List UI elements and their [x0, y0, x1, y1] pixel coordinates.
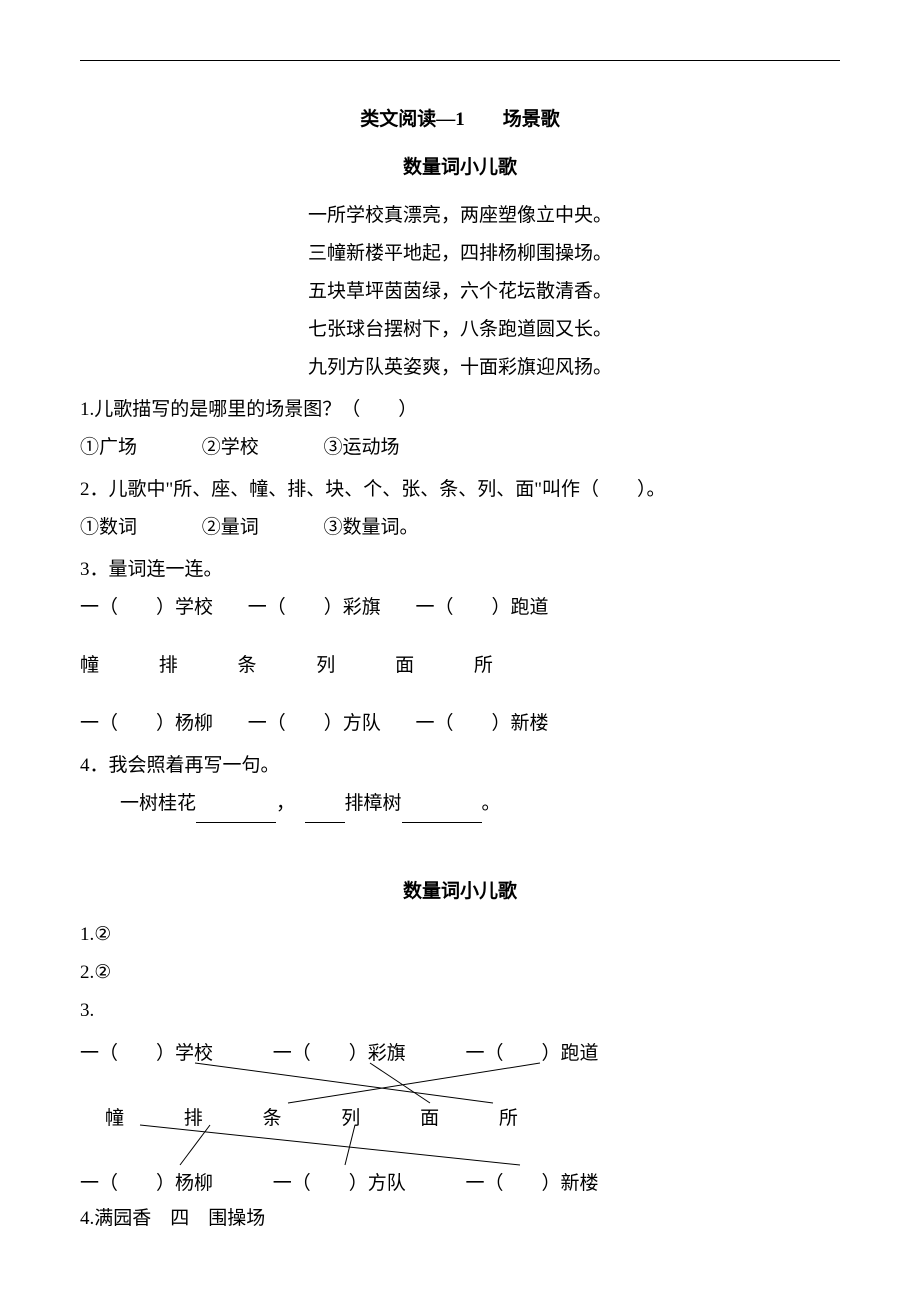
measure-word: 排 — [184, 1100, 203, 1138]
measure-word: 条 — [238, 655, 257, 676]
question-4: 4．我会照着再写一句。 — [80, 747, 840, 785]
fill-item: 一（ ）学校 — [80, 597, 213, 618]
poem-line: 九列方队英姿爽，十面彩旗迎风扬。 — [80, 349, 840, 387]
question-3-row1: 一（ ）学校 一（ ）彩旗 一（ ）跑道 — [80, 589, 840, 627]
measure-word: 条 — [263, 1100, 282, 1138]
answer-2: 2.② — [80, 954, 840, 992]
blank — [196, 800, 276, 823]
option: ①数词 — [80, 517, 137, 538]
measure-word: 面 — [395, 655, 414, 676]
poem-line: 五块草坪茵茵绿，六个花坛散清香。 — [80, 273, 840, 311]
option: ②量词 — [202, 517, 259, 538]
measure-word: 面 — [420, 1100, 439, 1138]
measure-word: 幢 — [80, 655, 99, 676]
match-item: 一（ ）跑道 — [466, 1035, 599, 1073]
measure-word: 列 — [341, 1100, 360, 1138]
answer-1: 1.② — [80, 916, 840, 954]
top-rule — [80, 60, 840, 61]
option: ②学校 — [202, 437, 259, 458]
blank — [402, 800, 482, 823]
matching-diagram: 一（ ）学校 一（ ）彩旗 一（ ）跑道 幢 排 条 列 面 所 一（ ）杨柳 … — [80, 1035, 840, 1195]
fill-item: 一（ ）跑道 — [416, 597, 549, 618]
match-item: 一（ ）杨柳 — [80, 1165, 213, 1203]
main-title: 类文阅读—1 场景歌 — [80, 101, 840, 139]
question-1: 1.儿歌描写的是哪里的场景图？（ ） — [80, 391, 840, 429]
measure-word: 排 — [159, 655, 178, 676]
match-item: 一（ ）方队 — [273, 1165, 406, 1203]
blank — [305, 800, 345, 823]
measure-word: 所 — [474, 655, 493, 676]
poem-line: 三幢新楼平地起，四排杨柳围操场。 — [80, 235, 840, 273]
fill-item: 一（ ）彩旗 — [248, 597, 381, 618]
fill-text: 排樟树 — [345, 793, 402, 814]
fill-item: 一（ ）新楼 — [416, 713, 549, 734]
measure-word: 所 — [499, 1100, 518, 1138]
poem-line: 一所学校真漂亮，两座塑像立中央。 — [80, 197, 840, 235]
question-4-fill: 一树桂花， 排樟树。 — [80, 785, 840, 823]
answer-3: 3. 一（ ）学校 一（ ）彩旗 一（ ）跑道 幢 排 条 列 面 所 一（ ）… — [80, 992, 840, 1195]
question-2: 2．儿歌中"所、座、幢、排、块、个、张、条、列、面"叫作（ ）。 — [80, 471, 840, 509]
answer-3-prefix: 3. — [80, 1000, 94, 1021]
question-1-options: ①广场 ②学校 ③运动场 — [80, 429, 840, 467]
answer-title: 数量词小儿歌 — [80, 873, 840, 911]
measure-word: 列 — [316, 655, 335, 676]
answer-4: 4.满园香 四 围操场 — [80, 1200, 840, 1238]
match-item: 一（ ）彩旗 — [273, 1035, 406, 1073]
match-item: 一（ ）新楼 — [466, 1165, 599, 1203]
fill-item: 一（ ）方队 — [248, 713, 381, 734]
question-2-options: ①数词 ②量词 ③数量词。 — [80, 509, 840, 547]
sub-title: 数量词小儿歌 — [80, 149, 840, 187]
option: ③运动场 — [324, 437, 400, 458]
option: ③数量词。 — [324, 517, 419, 538]
option: ①广场 — [80, 437, 137, 458]
question-3: 3．量词连一连。 — [80, 551, 840, 589]
question-3-row2: 一（ ）杨柳 一（ ）方队 一（ ）新楼 — [80, 705, 840, 743]
fill-item: 一（ ）杨柳 — [80, 713, 213, 734]
match-item: 一（ ）学校 — [80, 1035, 213, 1073]
fill-text: 一树桂花 — [120, 793, 196, 814]
poem-line: 七张球台摆树下，八条跑道圆又长。 — [80, 311, 840, 349]
measure-word: 幢 — [105, 1100, 124, 1138]
question-3-measures: 幢 排 条 列 面 所 — [80, 647, 840, 685]
